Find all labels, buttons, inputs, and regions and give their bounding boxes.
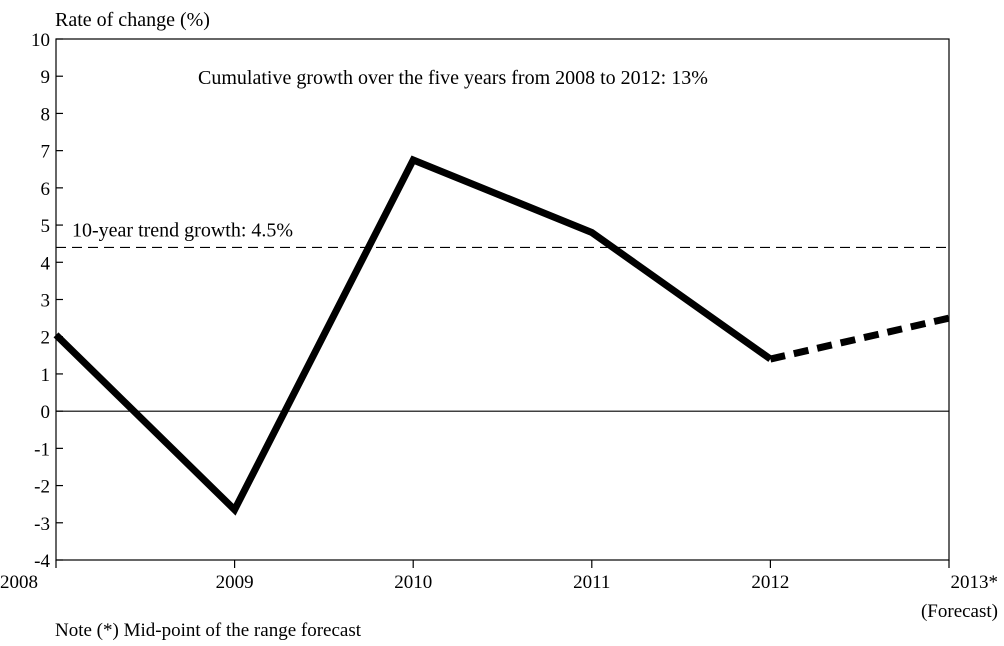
y-tick-label: 3 <box>41 291 51 312</box>
y-tick-label: 7 <box>41 142 51 163</box>
x-tick-label: 2008 <box>0 572 38 593</box>
x-tick-label: 2009 <box>216 572 254 593</box>
reference-lines: 10-year trend growth: 4.5% <box>56 219 949 412</box>
x-tick-label: 2010 <box>394 572 432 593</box>
y-tick-label: 0 <box>41 402 51 423</box>
x-tick-label: 2012 <box>751 572 789 593</box>
y-tick-label: 1 <box>41 365 51 386</box>
y-tick-label: 4 <box>41 253 51 274</box>
chart-annotation: Cumulative growth over the five years fr… <box>198 67 708 89</box>
series-line-forecast <box>769 314 950 363</box>
y-tick-label: 6 <box>41 179 51 200</box>
chart-note: Note (*) Mid-point of the range forecast <box>55 620 362 641</box>
y-tick-label: -4 <box>34 551 50 572</box>
y-tick-label: 2 <box>41 328 51 349</box>
y-tick-label: 5 <box>41 216 51 237</box>
y-axis-title: Rate of change (%) <box>55 9 210 31</box>
y-tick-label: 10 <box>31 30 50 51</box>
x-axis-ticks: 2008 2009 2010 2011 2012 2013* (Forecast) <box>0 560 998 622</box>
plot-frame <box>55 38 950 561</box>
y-tick-label: -3 <box>34 514 50 535</box>
series-group <box>53 155 950 516</box>
x-tick-sublabel: (Forecast) <box>921 601 998 622</box>
x-tick-label: 2011 <box>573 572 610 593</box>
series-line-actual <box>53 155 773 516</box>
y-tick-label: 9 <box>41 67 51 88</box>
x-tick-label: 2013* <box>951 572 999 593</box>
y-tick-label: 8 <box>41 104 51 125</box>
trend-line-label: 10-year trend growth: 4.5% <box>72 219 293 241</box>
y-tick-label: -2 <box>34 477 50 498</box>
y-tick-label: -1 <box>34 439 50 460</box>
